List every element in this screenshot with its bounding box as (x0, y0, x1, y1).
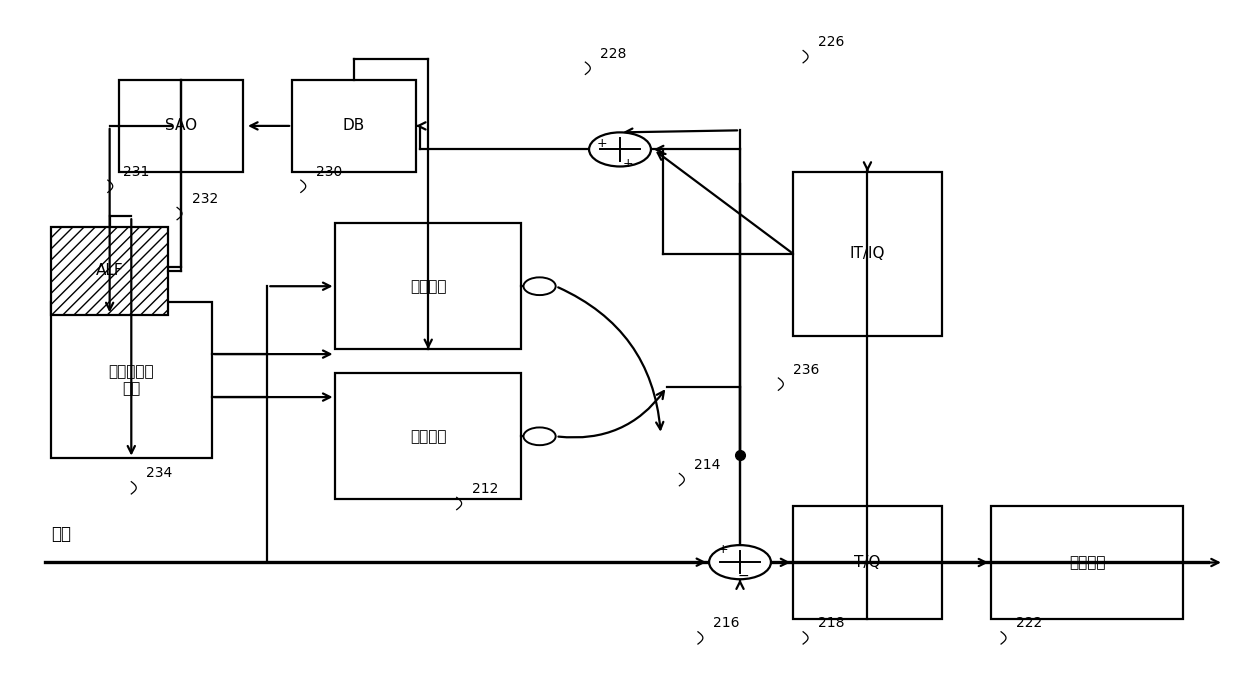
Text: 228: 228 (600, 47, 626, 61)
Text: 222: 222 (1016, 616, 1042, 630)
Text: −: − (738, 569, 749, 583)
Bar (51, 301, 212, 458)
Text: 230: 230 (316, 165, 342, 179)
Text: DB: DB (343, 119, 365, 134)
Circle shape (709, 545, 771, 580)
Text: 参考图片缓
冲器: 参考图片缓 冲器 (108, 364, 154, 396)
Bar (794, 506, 941, 619)
Bar (336, 223, 521, 349)
Text: 236: 236 (794, 362, 820, 377)
Text: 214: 214 (694, 458, 720, 472)
Text: 输入: 输入 (51, 525, 71, 543)
Bar (119, 80, 243, 172)
Text: 232: 232 (192, 192, 218, 206)
Text: 231: 231 (123, 165, 149, 179)
Text: SAO: SAO (165, 119, 197, 134)
Bar (794, 172, 941, 336)
Circle shape (589, 132, 651, 166)
Bar (336, 373, 521, 499)
Text: 帧间预测: 帧间预测 (410, 429, 446, 444)
Text: 熵编码器: 熵编码器 (1069, 555, 1105, 570)
Bar (293, 80, 415, 172)
Text: ALF: ALF (95, 263, 124, 278)
Text: 226: 226 (818, 35, 844, 49)
Text: T/Q: T/Q (854, 555, 880, 570)
Circle shape (523, 427, 556, 445)
Text: 212: 212 (471, 482, 498, 496)
Text: +: + (596, 137, 606, 150)
Text: +: + (718, 543, 728, 556)
Bar (51, 227, 169, 315)
Text: 帧内预测: 帧内预测 (410, 279, 446, 294)
Text: 218: 218 (818, 616, 844, 630)
Bar (991, 506, 1183, 619)
Text: IT/IQ: IT/IQ (849, 247, 885, 261)
Text: 234: 234 (146, 466, 172, 480)
Text: 216: 216 (713, 616, 739, 630)
Text: +: + (622, 157, 634, 170)
Circle shape (523, 277, 556, 295)
